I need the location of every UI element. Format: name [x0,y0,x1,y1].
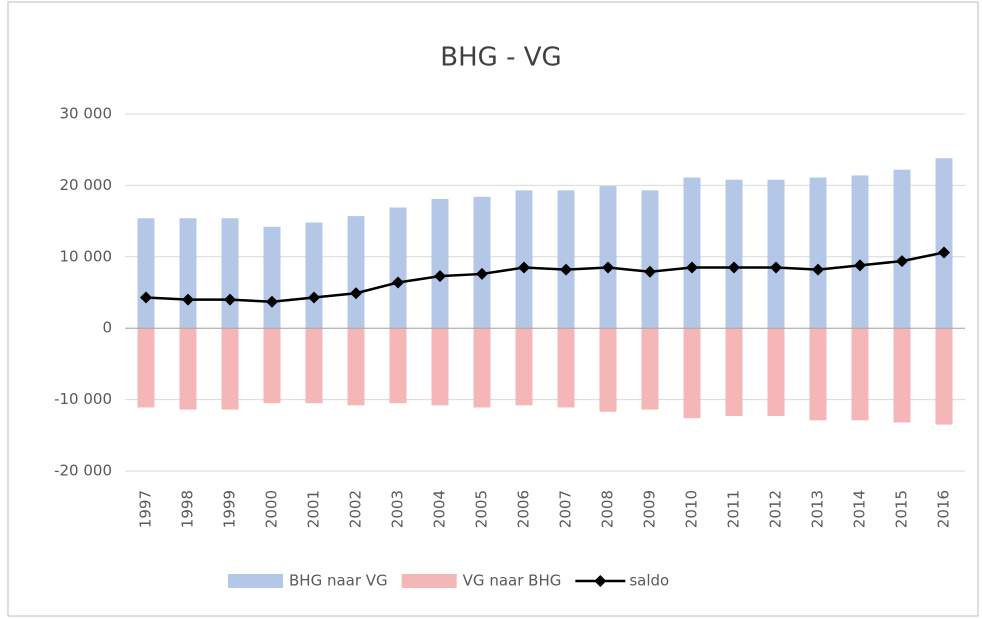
marker [896,255,908,268]
marker [392,276,404,289]
marker [476,267,488,280]
marker [518,261,530,274]
bar [305,328,323,404]
bar [179,218,197,329]
bar [347,328,365,406]
bar [767,328,785,417]
x-tick-label: 1997 [137,490,155,528]
x-tick-label: 2015 [893,490,911,528]
y-tick-label: -20 000 [54,462,112,480]
bar [683,328,701,419]
bar [767,179,785,329]
x-tick-label: 2008 [599,490,617,528]
x-tick-label: 2012 [767,490,785,528]
x-tick-label: 1998 [179,490,197,528]
bar [935,158,953,329]
x-tick-label: 2000 [263,490,281,528]
x-tick-label: 2013 [809,490,827,528]
marker [770,261,782,274]
bar [263,328,281,404]
bar [683,177,701,329]
x-tick-label: 1999 [221,490,239,528]
bar [515,190,533,329]
bar [137,328,155,408]
bar [935,328,953,425]
marker [434,270,446,283]
marker [686,261,698,274]
x-tick-label: 2005 [473,490,491,528]
chart-title: BHG - VG [440,43,561,73]
bar [893,328,911,423]
bar [725,328,743,417]
x-tick-label: 2006 [515,490,533,528]
bar [557,190,575,329]
x-tick-label: 2009 [641,490,659,528]
x-tick-label: 2016 [935,490,953,528]
bar [557,328,575,408]
bar [305,222,323,329]
x-tick-label: 2002 [347,490,365,528]
legend-marker [594,575,607,587]
x-tick-label: 2010 [683,490,701,528]
x-tick-label: 2007 [557,490,575,528]
bar [347,216,365,329]
y-tick-label: 30 000 [60,105,113,123]
marker [266,295,278,308]
x-tick-label: 2004 [431,490,449,528]
legend-swatch [228,574,283,588]
marker [308,291,320,304]
marker [182,293,194,306]
x-tick-label: 2011 [725,490,743,528]
bar [809,177,827,329]
bar [515,328,533,406]
bar [599,186,617,329]
bar [389,207,407,329]
marker [812,263,824,276]
bar [599,328,617,412]
legend-label: BHG naar VG [289,572,388,590]
y-tick-label: 10 000 [60,247,113,265]
y-tick-label: 20 000 [60,176,113,194]
bar [431,198,449,329]
bar [809,328,827,421]
bar [893,169,911,329]
marker [938,246,950,259]
bar [179,328,197,410]
bar [473,196,491,329]
bar [137,218,155,329]
legend-label: saldo [629,572,669,590]
bar [725,179,743,329]
bar [263,226,281,329]
marker [140,291,152,304]
bar [389,328,407,404]
marker [560,263,572,276]
bar [221,218,239,329]
legend-swatch [401,574,457,588]
marker [854,259,866,272]
y-tick-label: -10 000 [54,390,112,408]
bar [641,190,659,329]
line [145,251,945,304]
bar [851,328,869,421]
bar [431,328,449,406]
x-tick-label: 2014 [851,490,869,528]
y-tick-label: 0 [102,319,112,337]
x-tick-label: 2003 [389,490,407,528]
bar [851,175,869,329]
marker [350,287,362,300]
x-tick-label: 2001 [305,490,323,528]
bar [221,328,239,410]
bar [641,328,659,410]
legend-label: VG naar BHG [463,572,562,590]
marker [644,265,656,278]
bar [473,328,491,408]
marker [728,261,740,274]
marker [224,293,236,306]
marker [602,261,614,274]
